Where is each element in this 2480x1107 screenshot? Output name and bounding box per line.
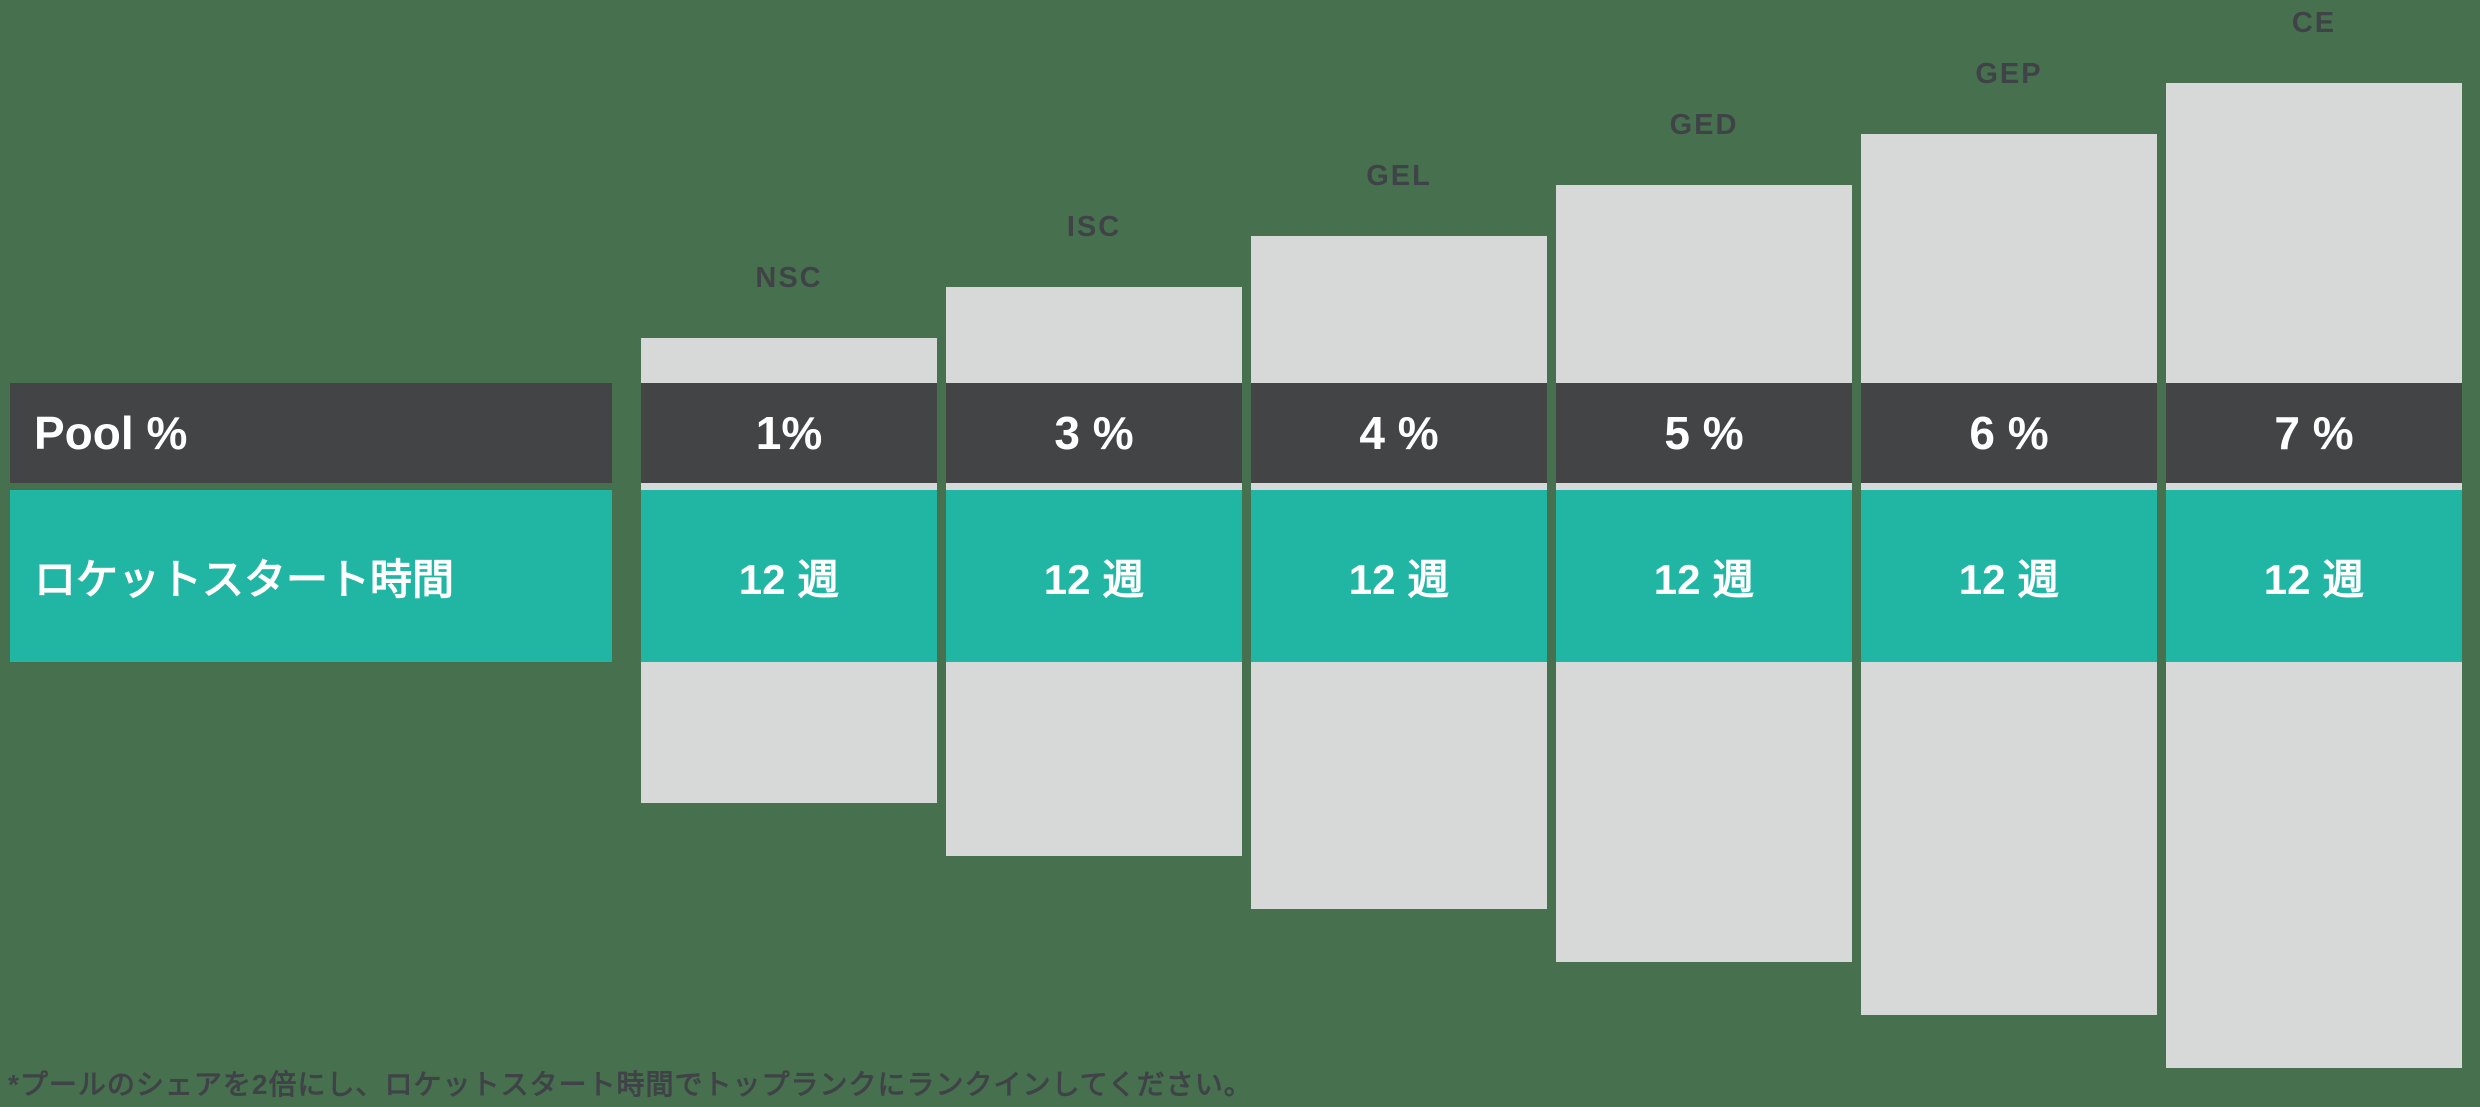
tier-column: CE 7 % 12 週	[2166, 0, 2462, 1107]
rocket-time-cell: 12 週	[641, 490, 937, 662]
column-label: NSC	[755, 261, 823, 294]
pool-percent-cell: 4 %	[1251, 383, 1547, 483]
pool-row-label: Pool %	[10, 383, 612, 483]
footnote: *プールのシェアを2倍にし、ロケットスタート時間でトップランクにランクインしてく…	[8, 1069, 1253, 1100]
rocket-time-cell: 12 週	[2166, 490, 2462, 662]
column-label: GEL	[1366, 159, 1432, 192]
column-label: CE	[2291, 6, 2337, 39]
tier-column: ISC 3 % 12 週	[946, 0, 1242, 1107]
column-label: GED	[1669, 108, 1739, 141]
rocket-time-cell: 12 週	[1251, 490, 1547, 662]
rocket-row-label: ロケットスタート時間	[10, 490, 612, 662]
pool-percent-cell: 1%	[641, 383, 937, 483]
rocket-time-cell: 12 週	[1556, 490, 1852, 662]
column-label: ISC	[1066, 210, 1122, 243]
rocket-time-cell: 12 週	[946, 490, 1242, 662]
tier-column: GEL 4 % 12 週	[1251, 0, 1547, 1107]
tier-column: GEP 6 % 12 週	[1861, 0, 2157, 1107]
column-label: GEP	[1975, 57, 2043, 90]
tier-column: GED 5 % 12 週	[1556, 0, 1852, 1107]
tier-column: NSC 1% 12 週	[641, 0, 937, 1107]
pool-percent-cell: 5 %	[1556, 383, 1852, 483]
rocket-time-cell: 12 週	[1861, 490, 2157, 662]
pool-percent-cell: 7 %	[2166, 383, 2462, 483]
pool-percent-cell: 3 %	[946, 383, 1242, 483]
pool-percent-cell: 6 %	[1861, 383, 2157, 483]
